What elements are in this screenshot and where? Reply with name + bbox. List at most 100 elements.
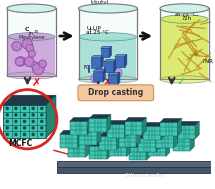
Polygon shape [103, 69, 105, 81]
Circle shape [15, 127, 17, 129]
Polygon shape [109, 46, 111, 57]
Polygon shape [101, 46, 111, 48]
Polygon shape [166, 139, 170, 156]
Circle shape [41, 133, 43, 136]
FancyBboxPatch shape [78, 85, 154, 101]
Polygon shape [148, 139, 170, 143]
Polygon shape [143, 126, 161, 140]
Polygon shape [104, 62, 114, 72]
Ellipse shape [78, 4, 137, 13]
Polygon shape [3, 95, 56, 105]
Circle shape [15, 57, 24, 66]
Text: in: in [29, 31, 34, 36]
Ellipse shape [80, 33, 136, 41]
Circle shape [6, 107, 8, 109]
Polygon shape [99, 136, 117, 149]
Circle shape [32, 133, 34, 136]
Polygon shape [78, 130, 81, 148]
Text: MCFC: MCFC [8, 139, 33, 148]
Circle shape [15, 114, 17, 116]
Text: FC: FC [83, 65, 90, 70]
Polygon shape [70, 121, 87, 135]
Polygon shape [108, 74, 118, 84]
Circle shape [32, 127, 34, 129]
Polygon shape [107, 115, 111, 132]
Polygon shape [117, 132, 121, 149]
Text: at 25 °C: at 25 °C [86, 30, 109, 35]
Ellipse shape [7, 72, 56, 79]
Polygon shape [97, 127, 101, 145]
Polygon shape [87, 117, 91, 135]
Polygon shape [125, 55, 127, 67]
Polygon shape [178, 121, 199, 125]
Circle shape [97, 65, 106, 74]
Circle shape [41, 120, 43, 122]
Text: Stirring: Stirring [177, 8, 196, 13]
Circle shape [32, 107, 34, 109]
Circle shape [22, 39, 32, 49]
Polygon shape [125, 121, 142, 135]
Circle shape [41, 107, 43, 109]
Polygon shape [118, 72, 120, 84]
Polygon shape [138, 138, 156, 152]
Circle shape [23, 120, 26, 122]
Polygon shape [85, 140, 89, 157]
Polygon shape [107, 142, 111, 159]
Polygon shape [173, 137, 190, 150]
Text: ULLIP: ULLIP [86, 26, 101, 31]
Polygon shape [173, 133, 194, 137]
Ellipse shape [160, 4, 209, 13]
Polygon shape [101, 56, 103, 68]
Polygon shape [129, 147, 146, 160]
Polygon shape [60, 130, 81, 134]
Polygon shape [160, 122, 178, 136]
Text: 72h: 72h [181, 15, 192, 21]
Polygon shape [119, 133, 136, 146]
Polygon shape [80, 131, 97, 145]
Polygon shape [115, 57, 125, 67]
Polygon shape [148, 143, 166, 156]
Polygon shape [68, 140, 89, 144]
Circle shape [39, 60, 46, 68]
Circle shape [15, 133, 17, 136]
Polygon shape [178, 118, 182, 136]
Polygon shape [190, 133, 194, 150]
Polygon shape [109, 143, 127, 156]
Circle shape [32, 120, 34, 122]
Polygon shape [89, 142, 111, 146]
Text: FNR: FNR [202, 59, 213, 64]
Polygon shape [114, 60, 116, 72]
Polygon shape [115, 55, 127, 57]
Polygon shape [57, 167, 211, 173]
Circle shape [32, 63, 44, 75]
Circle shape [26, 44, 34, 52]
Polygon shape [89, 115, 111, 119]
Polygon shape [46, 95, 56, 138]
Polygon shape [138, 134, 160, 138]
Polygon shape [108, 72, 120, 74]
Polygon shape [156, 134, 160, 152]
Ellipse shape [7, 4, 56, 13]
Text: Mesitylene: Mesitylene [18, 35, 45, 40]
Polygon shape [156, 134, 174, 148]
Polygon shape [93, 69, 105, 72]
Polygon shape [99, 132, 121, 136]
Circle shape [32, 114, 34, 116]
Polygon shape [156, 130, 178, 134]
Polygon shape [101, 48, 109, 57]
Polygon shape [107, 124, 125, 138]
Polygon shape [160, 9, 209, 79]
Ellipse shape [78, 76, 137, 83]
Text: 70: 70 [33, 30, 39, 34]
Polygon shape [136, 129, 140, 146]
Polygon shape [161, 19, 208, 79]
Circle shape [6, 127, 8, 129]
Polygon shape [8, 37, 55, 76]
Circle shape [15, 107, 17, 109]
Polygon shape [93, 72, 103, 81]
Polygon shape [129, 143, 150, 147]
Polygon shape [125, 120, 129, 138]
Text: ✗: ✗ [102, 77, 112, 88]
Circle shape [91, 74, 100, 83]
Polygon shape [80, 37, 136, 79]
